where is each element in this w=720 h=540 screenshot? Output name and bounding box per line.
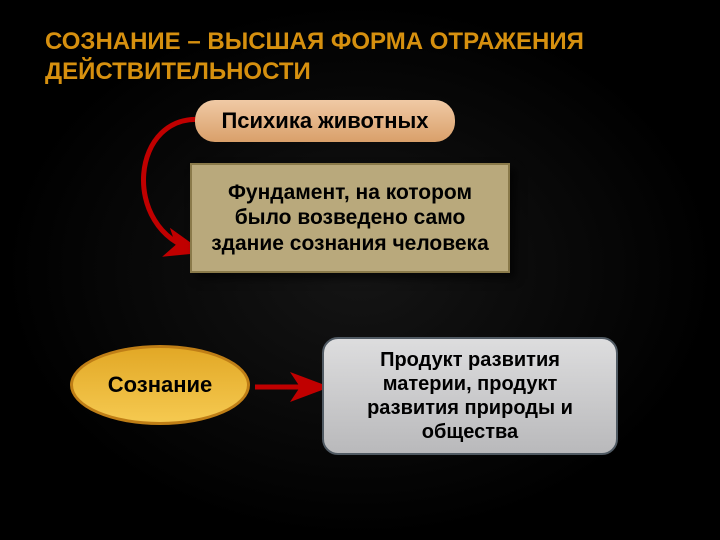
node-consciousness: Сознание xyxy=(70,345,250,425)
node-foundation-label: Фундамент, на котором было возведено сам… xyxy=(192,176,508,260)
page-title: СОЗНАНИЕ – ВЫСШАЯ ФОРМА ОТРАЖЕНИЯ ДЕЙСТВ… xyxy=(45,27,584,87)
node-foundation: Фундамент, на котором было возведено сам… xyxy=(190,163,510,273)
node-consciousness-label: Сознание xyxy=(98,368,223,402)
node-psych-animals-label: Психика животных xyxy=(211,104,438,138)
node-psych-animals: Психика животных xyxy=(195,100,455,142)
slide: СОЗНАНИЕ – ВЫСШАЯ ФОРМА ОТРАЖЕНИЯ ДЕЙСТВ… xyxy=(0,0,720,540)
node-product: Продукт развития материи, продукт развит… xyxy=(322,337,618,455)
node-product-label: Продукт развития материи, продукт развит… xyxy=(324,344,616,448)
